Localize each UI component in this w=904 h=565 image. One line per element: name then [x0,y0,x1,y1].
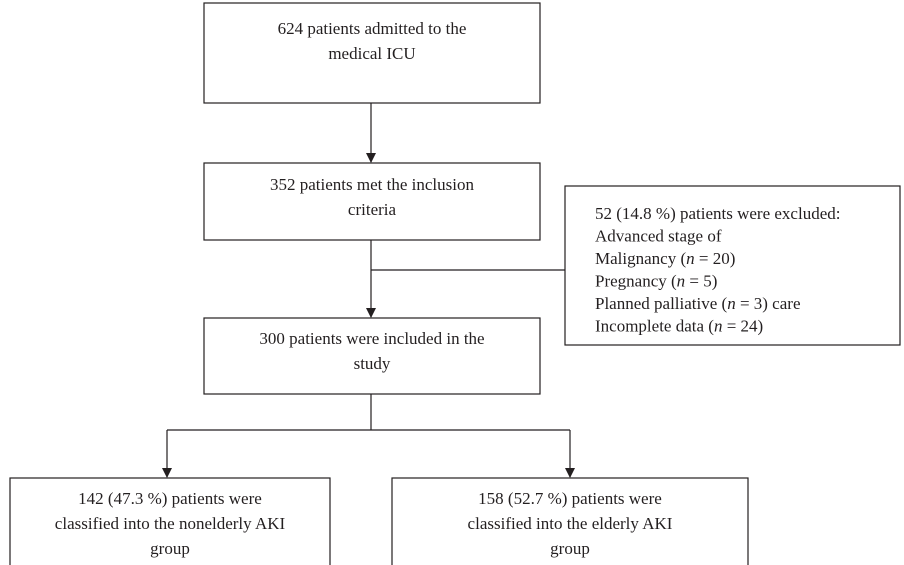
node-text: 352 patients met the inclusion [270,175,474,194]
node-text: 158 (52.7 %) patients were [478,489,662,508]
box [203,162,541,241]
box [9,477,331,565]
node-text: study [354,354,391,373]
node-text: 142 (47.3 %) patients were [78,489,262,508]
node-text: classified into the nonelderly AKI [55,514,286,533]
box [203,2,541,104]
node-text: criteria [348,200,397,219]
node-text: group [550,539,590,558]
box [203,317,541,395]
node-text: 624 patients admitted to the [278,19,467,38]
box [564,185,901,346]
node-text: group [150,539,190,558]
exclusion-text: Planned palliative (n = 3) care [595,294,800,313]
node-text: 300 patients were included in the [259,329,484,348]
exclusion-text: Advanced stage of [595,226,722,245]
box [391,477,749,565]
exclusion-text: Incomplete data (n = 24) [595,316,763,335]
exclusion-text: Malignancy (n = 20) [595,249,735,268]
exclusion-text: 52 (14.8 %) patients were excluded: [595,204,840,223]
exclusion-text: Pregnancy (n = 5) [595,271,717,290]
node-text: medical ICU [328,44,415,63]
node-text: classified into the elderly AKI [468,514,673,533]
